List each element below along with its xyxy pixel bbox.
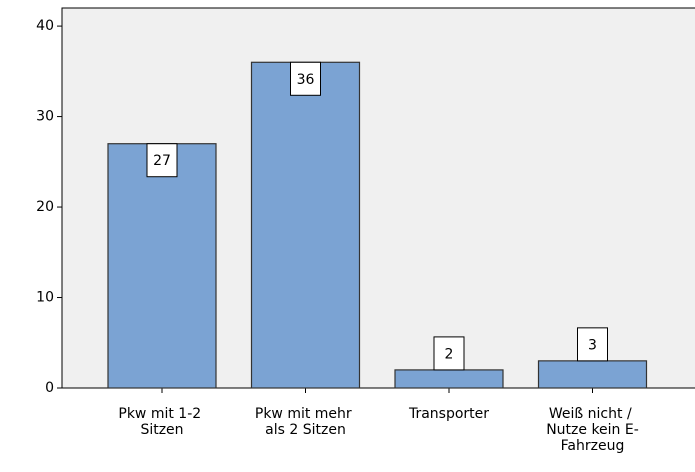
y-tick-label: 0: [45, 380, 54, 396]
value-label: 3: [588, 337, 597, 353]
x-tick-label: Pkw mit mehr als 2 Sitzen: [255, 406, 356, 438]
value-label: 27: [153, 153, 171, 169]
bar: [394, 369, 504, 389]
value-label-box: [290, 61, 321, 96]
bar: [250, 61, 361, 389]
y-tick-label: 10: [36, 290, 54, 306]
value-label-box: [146, 143, 178, 178]
y-tick-label: 30: [36, 109, 54, 125]
value-label: 36: [297, 72, 315, 88]
value-label-box: [433, 336, 465, 371]
y-tick-label: 40: [36, 18, 54, 34]
value-label-box: [577, 327, 608, 362]
bar: [537, 360, 648, 389]
value-label: 2: [445, 346, 454, 362]
x-tick-label: Weiß nicht / Nutze kein E-Fahrzeug: [546, 406, 639, 454]
x-tick-label: Transporter: [408, 406, 489, 422]
y-tick-label: 20: [36, 199, 54, 215]
bar: [107, 143, 217, 389]
x-tick-label: Pkw mit 1-2 Sitzen: [118, 406, 205, 438]
